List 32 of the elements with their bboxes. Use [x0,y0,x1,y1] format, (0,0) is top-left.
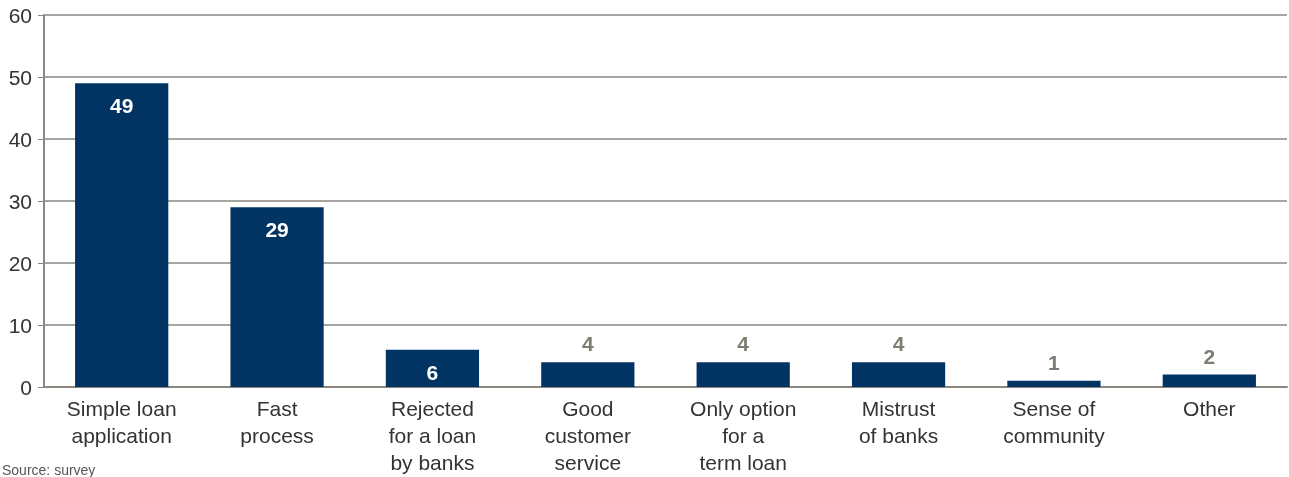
data-label: 4 [892,332,905,356]
source-note: Source: survey [2,462,96,477]
x-tick-label: Fast process [240,397,314,447]
bar [696,362,790,387]
data-label: 4 [737,332,750,356]
y-tick-label: 0 [20,375,32,399]
data-label: 6 [426,360,439,384]
y-tick-label: 40 [8,127,32,151]
data-label: 49 [110,94,134,118]
bar [385,349,480,387]
y-tick-label: 50 [8,65,32,89]
x-tick-label: Only option for a term loan [690,397,797,474]
data-label: 29 [265,218,289,242]
x-tick-label: Other [1183,397,1236,420]
y-tick-label: 20 [8,251,32,275]
data-label: 4 [581,332,594,356]
y-tick-label: 10 [8,313,32,337]
x-tick-label: Mistrust of banks [858,397,939,447]
bar [1162,374,1256,387]
data-label: 2 [1203,344,1216,368]
x-tick-label: Rejected for a loan by banks [388,397,477,474]
bar [851,362,946,387]
x-tick-label: Simple loan application [66,397,177,447]
bar [230,207,324,387]
y-tick-label: 30 [8,189,32,213]
x-tick-label: Good customer service [544,397,631,474]
data-label: 1 [1048,350,1061,374]
bar [75,83,169,387]
bar [1007,380,1101,387]
bar [541,362,635,387]
y-tick-label: 60 [8,3,32,27]
x-tick-label: Sense of community [1003,397,1106,447]
